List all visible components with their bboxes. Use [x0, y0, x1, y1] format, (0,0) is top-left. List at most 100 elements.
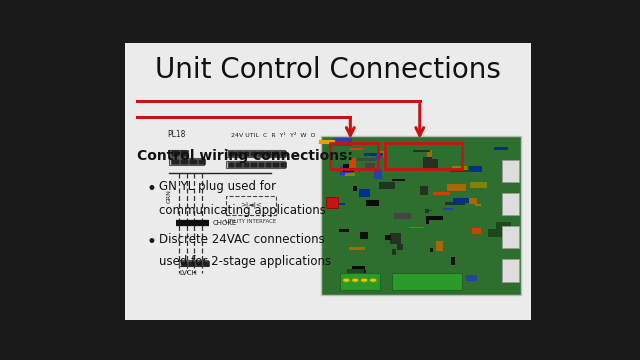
Bar — [502, 159, 519, 182]
Bar — [188, 261, 195, 266]
Bar — [364, 153, 383, 156]
Bar — [374, 169, 381, 179]
Bar — [392, 249, 396, 255]
Bar — [447, 184, 467, 191]
Text: PL18: PL18 — [168, 130, 186, 139]
Bar — [423, 159, 438, 169]
Circle shape — [343, 278, 350, 282]
Bar — [340, 273, 380, 290]
Bar — [343, 164, 354, 172]
Text: •: • — [147, 180, 157, 198]
Bar — [330, 143, 378, 169]
Bar — [502, 260, 519, 282]
Circle shape — [370, 278, 376, 282]
Bar — [353, 270, 366, 278]
Bar — [394, 213, 411, 219]
Bar — [180, 261, 187, 266]
Bar — [423, 157, 432, 162]
Bar — [488, 229, 508, 237]
Text: Unit Control Connections: Unit Control Connections — [155, 56, 501, 84]
Text: >|◄|<: >|◄|< — [240, 202, 262, 209]
Bar — [189, 159, 196, 164]
Bar — [392, 273, 462, 290]
Bar — [397, 244, 403, 249]
Bar — [353, 186, 356, 191]
Bar — [257, 151, 264, 156]
Bar — [351, 148, 364, 150]
Bar — [333, 138, 351, 146]
Bar — [359, 189, 370, 197]
Text: 24V UTIL  C  R  Y¹  Y²  W  O: 24V UTIL C R Y¹ Y² W O — [231, 134, 316, 139]
Bar — [385, 235, 391, 240]
Bar — [390, 233, 401, 244]
Circle shape — [361, 278, 368, 282]
Bar — [470, 181, 487, 188]
Bar — [257, 162, 264, 167]
Bar — [196, 261, 202, 266]
Bar — [171, 159, 179, 164]
Bar — [228, 162, 234, 167]
Bar — [265, 151, 271, 156]
Text: CHOKE: CHOKE — [212, 220, 237, 226]
Bar — [356, 158, 378, 161]
Circle shape — [352, 278, 359, 282]
Bar — [346, 173, 355, 176]
Bar — [436, 241, 443, 251]
Text: •: • — [147, 233, 157, 251]
Bar — [392, 179, 404, 181]
Text: used for 2-stage applications: used for 2-stage applications — [159, 255, 332, 268]
Bar — [227, 161, 285, 168]
Bar — [502, 226, 519, 248]
Bar — [250, 151, 257, 156]
Bar — [452, 166, 467, 170]
Bar — [443, 208, 454, 210]
Bar — [426, 216, 443, 220]
Bar — [352, 266, 365, 270]
Text: Discrete 24VAC connections: Discrete 24VAC connections — [159, 233, 325, 246]
Bar — [445, 202, 465, 205]
Bar — [179, 260, 208, 266]
Bar — [336, 203, 345, 205]
Bar — [228, 151, 234, 156]
Bar — [451, 170, 472, 172]
Bar — [365, 163, 375, 170]
Bar — [408, 227, 424, 228]
Bar — [326, 197, 338, 208]
Bar — [469, 198, 477, 204]
Bar — [453, 198, 470, 203]
Bar — [265, 162, 271, 167]
Bar — [227, 196, 276, 215]
Bar — [430, 248, 433, 252]
Bar — [171, 150, 179, 156]
Bar — [496, 222, 511, 229]
Bar — [198, 159, 205, 164]
Text: UTILITY INTERFACE: UTILITY INTERFACE — [225, 219, 276, 224]
Bar — [340, 166, 351, 175]
Bar — [509, 239, 511, 248]
Bar — [227, 150, 285, 157]
Bar — [280, 162, 286, 167]
Bar — [169, 158, 204, 165]
Bar — [472, 228, 481, 234]
Bar — [353, 273, 360, 276]
Bar — [468, 166, 481, 172]
Bar — [366, 200, 379, 206]
Bar — [379, 181, 396, 189]
Bar — [379, 151, 385, 157]
Bar — [426, 216, 429, 224]
Bar — [339, 229, 349, 232]
Text: Control wiring connections:: Control wiring connections: — [137, 149, 353, 162]
Bar — [466, 275, 477, 280]
Bar — [349, 158, 356, 168]
Bar — [425, 210, 432, 211]
Text: GN YL plug used for: GN YL plug used for — [159, 180, 276, 193]
Bar — [475, 204, 481, 206]
Bar — [236, 151, 242, 156]
Bar — [203, 261, 209, 266]
Bar — [376, 155, 382, 159]
Bar — [180, 159, 188, 164]
Bar — [169, 150, 186, 157]
Bar — [280, 151, 286, 156]
Bar — [427, 150, 432, 157]
Bar — [385, 143, 462, 169]
